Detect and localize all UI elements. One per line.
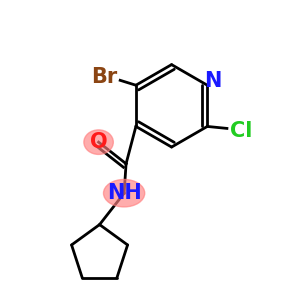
Ellipse shape [103,179,145,207]
Text: O: O [90,132,107,152]
Text: Br: Br [92,68,118,87]
Ellipse shape [84,130,113,154]
Text: Cl: Cl [230,122,253,141]
Text: NH: NH [107,183,142,203]
Text: N: N [205,71,222,91]
